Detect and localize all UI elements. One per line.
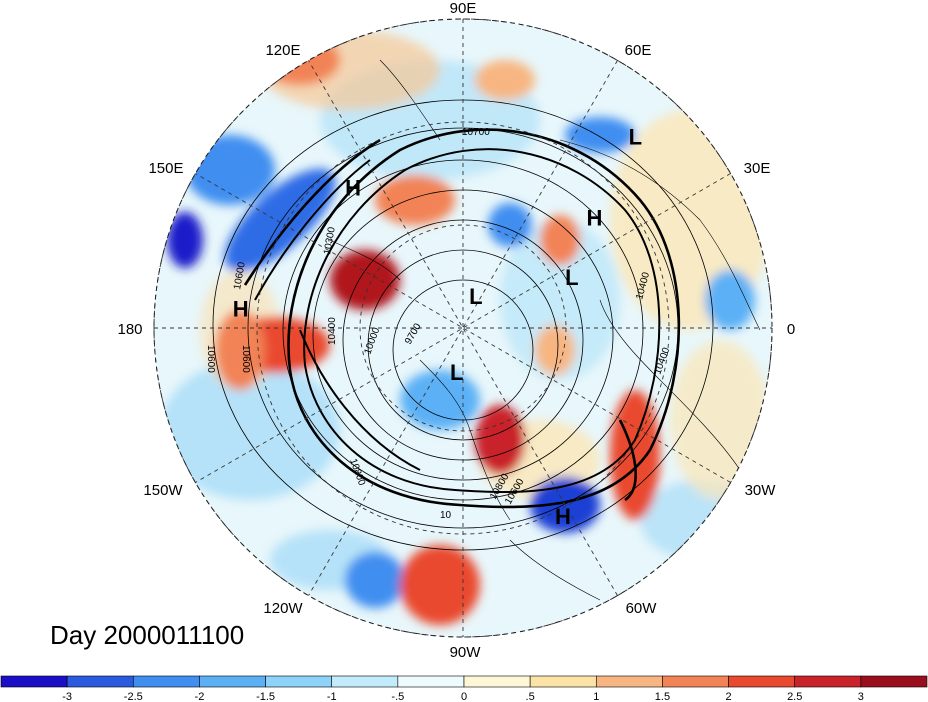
colorbar-swatch <box>529 675 597 688</box>
colorbar-tick-label: 0 <box>461 691 467 702</box>
colorbar-swatch <box>860 675 928 688</box>
lon-label: 90E <box>450 0 477 17</box>
contour-label: 10700 <box>462 127 490 138</box>
contour-label: 10600 <box>240 345 251 373</box>
colorbar-swatch <box>595 675 663 688</box>
polar-stereographic-map: 90E 60E 30E 0 30W 60W 90W 120W 150W 180 … <box>117 0 795 661</box>
colorbar-swatch <box>662 675 729 688</box>
colorbar-tick-label: -2.5 <box>124 691 143 702</box>
colorbar: -3 -2.5 -2 -1.5 -1 -.5 0 .5 1 1.5 2 2.5 3 <box>0 675 928 702</box>
high-pressure-marker: H <box>555 504 571 529</box>
colorbar-tick-label: 1 <box>593 691 599 702</box>
lon-label: 180 <box>117 321 142 338</box>
coastlines <box>329 59 761 601</box>
colorbar-tick-label: -.5 <box>391 691 404 702</box>
longitude-labels: 90E 60E 30E 0 30W 60W 90W 120W 150W 180 … <box>117 0 795 661</box>
high-pressure-marker: H <box>587 206 603 231</box>
low-pressure-marker: L <box>450 360 463 385</box>
colorbar-tick-label: 3 <box>858 691 864 702</box>
colorbar-swatch <box>397 675 465 688</box>
low-pressure-marker: L <box>565 265 578 290</box>
colorbar-swatch <box>794 675 862 688</box>
contour-label: 10 <box>440 510 452 521</box>
lon-label: 150E <box>148 160 183 177</box>
high-pressure-marker: H <box>345 175 361 200</box>
colorbar-swatch <box>463 675 531 688</box>
anomaly-shading <box>154 19 772 637</box>
lon-label: 90W <box>450 644 482 661</box>
colorbar-tick-label: 2 <box>726 691 732 702</box>
colorbar-tick-label: 2.5 <box>787 691 802 702</box>
lon-label: 30E <box>744 160 771 177</box>
colorbar-tick-label: .5 <box>526 691 535 702</box>
contour-label: 10600 <box>205 345 216 373</box>
lon-label: 30W <box>745 482 777 499</box>
colorbar-tick-label: 1.5 <box>655 691 670 702</box>
colorbar-swatch <box>331 675 399 688</box>
colorbar-swatch <box>0 675 68 688</box>
colorbar-swatch <box>132 675 200 688</box>
map-boundary <box>153 18 773 638</box>
low-pressure-marker: L <box>629 125 642 150</box>
colorbar-swatch <box>728 675 796 688</box>
colorbar-tick-label: -2 <box>195 691 205 702</box>
lon-label: 150W <box>143 482 183 499</box>
colorbar-swatch <box>265 675 333 688</box>
lon-label: 60W <box>626 600 658 617</box>
lon-label: 0 <box>787 321 795 338</box>
colorbar-swatch <box>199 675 266 688</box>
contour-label: 10300 <box>322 226 338 256</box>
high-pressure-marker: H <box>233 297 249 322</box>
pressure-systems: H H H L L L L H <box>233 125 642 529</box>
colorbar-tick-label: -1 <box>327 691 337 702</box>
day-label: Day 2000011100 <box>50 620 245 650</box>
lon-label: 120W <box>263 600 303 617</box>
contour-label: 10400 <box>327 317 338 345</box>
colorbar-tick-label: -1.5 <box>256 691 275 702</box>
lon-label: 120E <box>265 42 300 59</box>
colorbar-tick-label: -3 <box>62 691 72 702</box>
colorbar-swatch <box>66 675 134 688</box>
lon-label: 60E <box>625 42 652 59</box>
low-pressure-marker: L <box>469 284 482 309</box>
contour-label: 10600 <box>232 261 248 291</box>
